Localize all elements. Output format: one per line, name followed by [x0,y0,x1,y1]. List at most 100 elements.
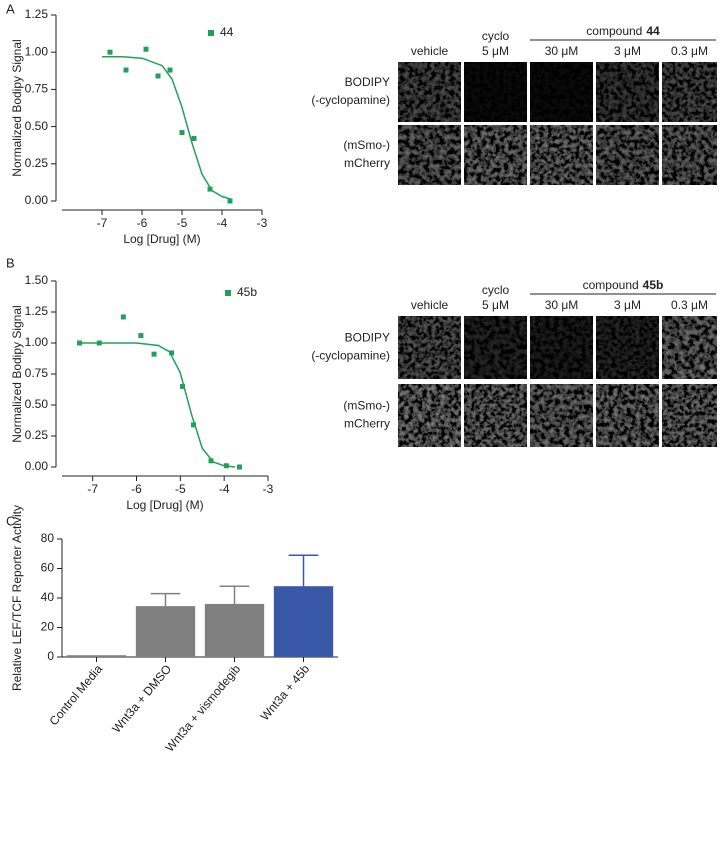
y-tick-label: 40 [41,590,55,604]
micrograph [464,125,527,185]
bar [273,586,334,657]
error-bar [288,554,319,587]
micrograph [398,62,461,122]
y-tick-label: 60 [41,561,55,575]
y-axis-label: Normalized Bodipy Signal [10,305,24,442]
column-label: 30 μM [545,298,579,312]
micrograph [530,125,593,185]
group-compound: 45b [643,278,664,292]
data-point [190,422,196,428]
data-point [138,333,144,339]
y-tick-label: 1.00 [25,335,49,349]
y-tick-label: 20 [41,620,55,634]
row-label: (mSmo-) [343,138,390,152]
column-label: 3 μM [614,44,641,58]
y-tick-label: 0.75 [25,366,49,380]
micrograph [530,62,593,122]
micrograph [596,125,659,185]
x-tick-label: -7 [97,216,108,230]
column-label: 0.3 μM [671,44,708,58]
column-label: 0.3 μM [671,298,708,312]
x-tick-label: -6 [137,216,148,230]
micrograph [398,316,461,379]
data-point [179,130,185,136]
data-point [207,186,213,192]
micrograph [530,316,593,379]
column-label: cyclo [482,283,510,297]
legend-marker [225,290,231,296]
y-tick-label: 0.50 [25,119,49,133]
micrograph [398,384,461,447]
column-label: vehicle [411,298,449,312]
column-label: cyclo [482,29,510,43]
row-label: mCherry [344,417,390,431]
legend-label: 45b [237,285,257,299]
y-tick-label: 0.25 [25,428,49,442]
data-point [237,464,243,470]
x-tick-label: -6 [131,482,142,496]
error-bar [219,585,250,604]
x-axis-label: Log [Drug] (M) [123,232,200,246]
x-tick-label: -3 [257,216,268,230]
y-axis-label: Relative LEF/TCF Reporter Activity [10,505,24,691]
micrograph [464,384,527,447]
data-point [123,67,129,73]
group-label: compound 44 [586,24,660,38]
micrograph [662,316,717,379]
row-label: BODIPY [345,331,390,345]
y-tick-label: 0 [47,649,54,663]
y-tick-label: 1.25 [25,304,49,318]
bar [135,606,196,657]
micrograph [662,62,717,122]
micrograph [596,62,659,122]
bar [66,655,127,657]
micrograph [530,384,593,447]
y-tick-label: 0.00 [25,459,49,473]
data-point [167,67,173,73]
panel-label: C [6,513,15,528]
x-axis-label: Log [Drug] (M) [126,498,203,512]
data-point [143,46,149,52]
micrograph [398,125,461,185]
y-tick-label: 1.25 [25,7,49,21]
data-point [155,73,161,79]
group-compound: 44 [646,24,660,38]
row-label: BODIPY [345,75,390,89]
data-point [120,314,126,320]
y-tick-label: 0.50 [25,397,49,411]
x-tick-label: Wnt3a + 45b [258,662,313,724]
micrograph [662,384,717,447]
micrograph [464,316,527,379]
data-point [208,458,214,464]
x-tick-label: -4 [219,482,230,496]
bar [204,603,265,657]
micrograph [464,62,527,122]
group-label: compound 45b [583,278,664,292]
y-tick-label: 0.00 [25,193,49,207]
x-tick-label: -7 [87,482,98,496]
x-tick-label: Control Media [46,662,105,728]
column-label: vehicle [411,44,449,58]
y-tick-label: 0.75 [25,82,49,96]
x-tick-label: Wnt3a + DMSO [109,662,174,736]
column-label: 3 μM [614,298,641,312]
column-label: 5 μM [482,298,509,312]
x-tick-label: Wnt3a + vismodegib [162,662,243,755]
row-label: mCherry [344,156,390,170]
x-tick-label: -5 [177,216,188,230]
row-label: (mSmo-) [343,399,390,413]
error-bar [150,592,181,607]
x-tick-label: -3 [263,482,274,496]
column-label: 30 μM [545,44,579,58]
data-point [151,351,157,357]
micrograph [596,384,659,447]
data-point [169,350,175,356]
panel-label: B [6,255,15,270]
row-label: (-cyclopamine) [311,93,390,107]
data-point [180,383,186,389]
y-tick-label: 80 [41,531,55,545]
group-label-text: compound [586,24,642,38]
fit-curve [102,55,233,201]
y-axis-label: Normalized Bodipy Signal [10,39,24,176]
